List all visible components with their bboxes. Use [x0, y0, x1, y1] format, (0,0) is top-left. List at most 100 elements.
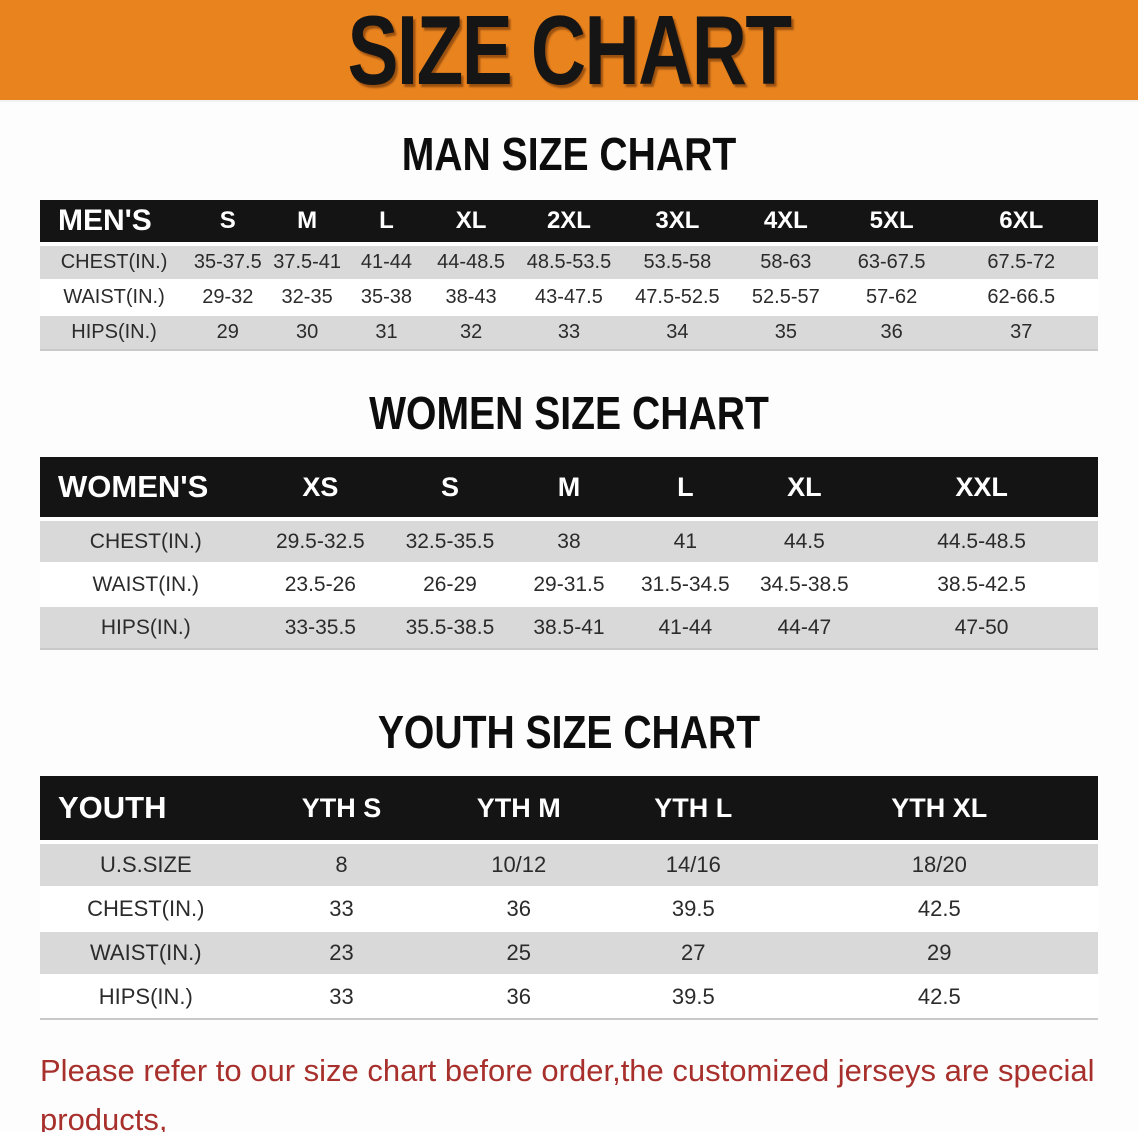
cell: 36 [431, 974, 607, 1019]
cell: 47-50 [865, 605, 1098, 649]
men-hips-row: HIPS(IN.) 29 30 31 32 33 34 35 36 37 [40, 314, 1098, 350]
cell: 31 [346, 314, 427, 350]
row-label: CHEST(IN.) [40, 243, 189, 280]
youth-header-row: YOUTH YTH S YTH M YTH L YTH XL [40, 776, 1098, 844]
cell: 39.5 [606, 886, 781, 931]
women-size-header-s: S [389, 457, 511, 521]
cell: 23.5-26 [251, 562, 390, 606]
cell: 57-62 [838, 279, 945, 315]
cell: 41-44 [346, 243, 427, 280]
banner: SIZE CHART [0, 0, 1138, 102]
men-size-header-6xl: 6XL [944, 200, 1098, 246]
men-chest-row: CHEST(IN.) 35-37.5 37.5-41 41-44 44-48.5… [40, 243, 1098, 280]
men-section: MAN SIZE CHART MEN'S S M L XL 2XL 3XL 4X… [0, 128, 1138, 351]
men-size-header-m: M [267, 200, 347, 246]
cell: 47.5-52.5 [621, 279, 733, 315]
youth-size-header-m: YTH M [431, 776, 607, 844]
men-heading: MAN SIZE CHART [401, 128, 737, 180]
cell: 42.5 [780, 886, 1098, 931]
women-waist-row: WAIST(IN.) 23.5-26 26-29 29-31.5 31.5-34… [40, 562, 1098, 606]
women-size-table: WOMEN'S XS S M L XL XXL CHEST(IN.) 29.5-… [40, 457, 1098, 650]
men-size-header-5xl: 5XL [838, 200, 945, 246]
cell: 39.5 [606, 974, 781, 1019]
cell: 33 [251, 886, 432, 931]
row-label: CHEST(IN.) [40, 886, 252, 931]
cell: 34.5-38.5 [743, 562, 866, 606]
women-section: WOMEN SIZE CHART WOMEN'S XS S M L XL XXL [0, 387, 1138, 650]
cell: 33 [251, 974, 432, 1019]
cell: 35-37.5 [188, 243, 268, 280]
cell: 30 [267, 314, 347, 350]
cell: 41-44 [627, 605, 744, 649]
women-size-header-xxl: XXL [865, 457, 1098, 521]
men-size-table: MEN'S S M L XL 2XL 3XL 4XL 5XL 6XL CHEST… [40, 200, 1098, 351]
youth-section: YOUTH SIZE CHART YOUTH YTH S YTH M YTH L… [0, 706, 1138, 1020]
women-header-row: WOMEN'S XS S M L XL XXL [40, 457, 1098, 521]
women-hips-row: HIPS(IN.) 33-35.5 35.5-38.5 38.5-41 41-4… [40, 605, 1098, 649]
cell: 35-38 [346, 279, 427, 315]
row-label: WAIST(IN.) [40, 562, 252, 606]
men-category-header: MEN'S [40, 200, 189, 246]
cell: 38-43 [426, 279, 517, 315]
men-size-header-2xl: 2XL [516, 200, 622, 246]
youth-waist-row: WAIST(IN.) 23 25 27 29 [40, 930, 1098, 975]
cell: 29 [780, 930, 1098, 975]
cell: 44-47 [743, 605, 866, 649]
youth-hips-row: HIPS(IN.) 33 36 39.5 42.5 [40, 974, 1098, 1019]
disclaimer: Please refer to our size chart before or… [40, 1046, 1114, 1132]
women-size-header-xs: XS [251, 457, 390, 521]
youth-size-header-s: YTH S [251, 776, 432, 844]
cell: 32-35 [267, 279, 347, 315]
cell: 29.5-32.5 [251, 518, 390, 563]
youth-size-header-xl: YTH XL [780, 776, 1098, 844]
youth-chest-row: CHEST(IN.) 33 36 39.5 42.5 [40, 886, 1098, 931]
youth-size-table: YOUTH YTH S YTH M YTH L YTH XL U.S.SIZE … [40, 776, 1098, 1020]
men-size-header-3xl: 3XL [621, 200, 733, 246]
cell: 38 [510, 518, 628, 563]
cell: 63-67.5 [838, 243, 945, 280]
youth-category-header: YOUTH [40, 776, 252, 844]
cell: 38.5-41 [510, 605, 628, 649]
women-size-header-xl: XL [743, 457, 866, 521]
cell: 44.5 [743, 518, 866, 563]
cell: 48.5-53.5 [516, 243, 622, 280]
cell: 10/12 [431, 841, 607, 887]
cell: 29 [188, 314, 268, 350]
row-label: WAIST(IN.) [40, 930, 252, 975]
cell: 41 [627, 518, 744, 563]
row-label: U.S.SIZE [40, 841, 252, 887]
youth-ussize-row: U.S.SIZE 8 10/12 14/16 18/20 [40, 841, 1098, 887]
cell: 8 [251, 841, 432, 887]
cell: 33 [516, 314, 622, 350]
cell: 37.5-41 [267, 243, 347, 280]
men-size-header-s: S [188, 200, 268, 246]
cell: 14/16 [606, 841, 781, 887]
cell: 44.5-48.5 [865, 518, 1098, 563]
men-header-row: MEN'S S M L XL 2XL 3XL 4XL 5XL 6XL [40, 200, 1098, 246]
cell: 32 [426, 314, 517, 350]
cell: 25 [431, 930, 607, 975]
cell: 31.5-34.5 [627, 562, 744, 606]
cell: 35 [732, 314, 839, 350]
cell: 67.5-72 [944, 243, 1098, 280]
cell: 29-32 [188, 279, 268, 315]
cell: 42.5 [780, 974, 1098, 1019]
cell: 32.5-35.5 [389, 518, 511, 563]
cell: 62-66.5 [944, 279, 1098, 315]
youth-heading: YOUTH SIZE CHART [377, 706, 761, 758]
cell: 53.5-58 [621, 243, 733, 280]
women-chest-row: CHEST(IN.) 29.5-32.5 32.5-35.5 38 41 44.… [40, 518, 1098, 563]
cell: 36 [431, 886, 607, 931]
women-category-header: WOMEN'S [40, 457, 252, 521]
cell: 18/20 [780, 841, 1098, 887]
disclaimer-line1: Please refer to our size chart before or… [40, 1053, 1095, 1132]
cell: 58-63 [732, 243, 839, 280]
men-waist-row: WAIST(IN.) 29-32 32-35 35-38 38-43 43-47… [40, 279, 1098, 315]
cell: 44-48.5 [426, 243, 517, 280]
row-label: WAIST(IN.) [40, 279, 189, 315]
women-size-header-m: M [510, 457, 628, 521]
row-label: HIPS(IN.) [40, 314, 189, 350]
cell: 23 [251, 930, 432, 975]
cell: 36 [838, 314, 945, 350]
